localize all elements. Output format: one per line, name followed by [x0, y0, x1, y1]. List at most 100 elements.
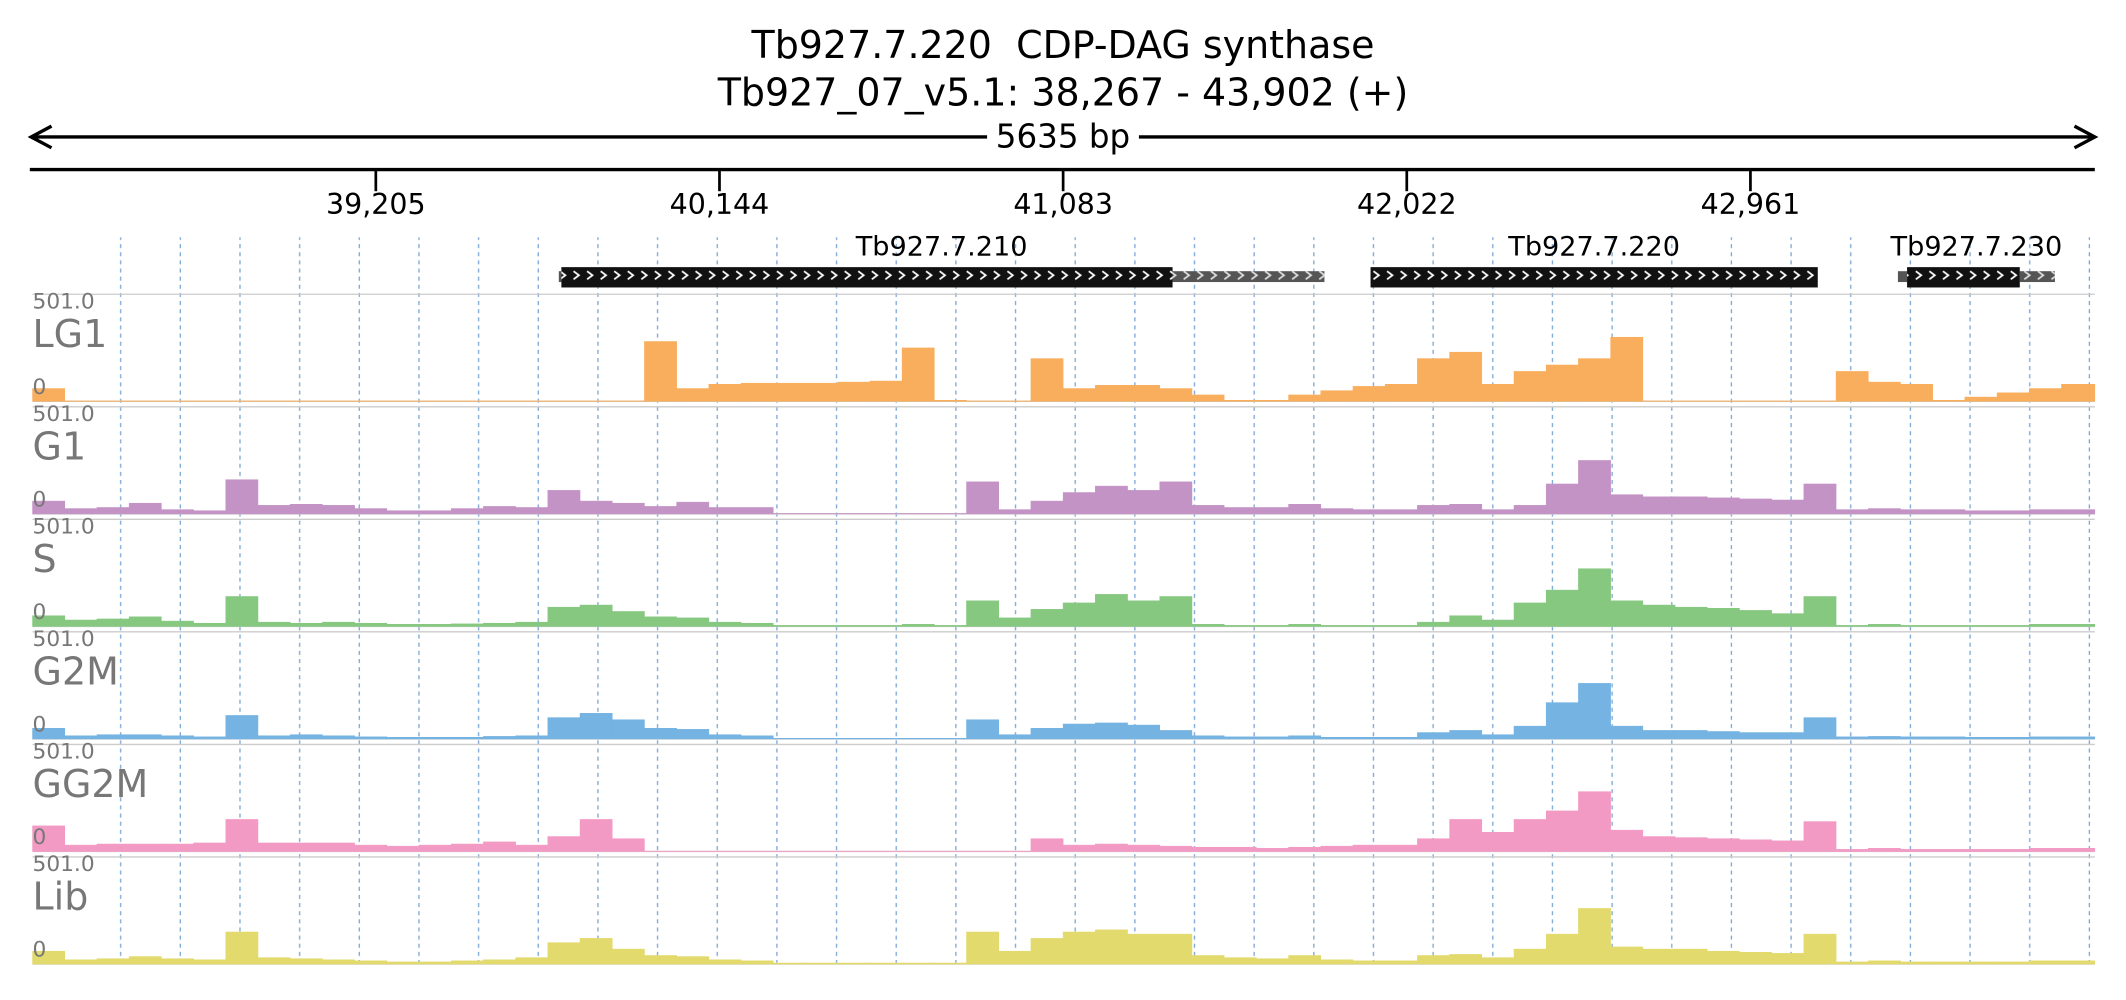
coverage-bar	[1417, 732, 1450, 740]
coverage-bar	[1900, 625, 1933, 627]
coverage-bar	[1996, 625, 2030, 627]
coverage-bar	[1996, 510, 2030, 515]
coverage-bar	[1384, 736, 1418, 740]
coverage-bar	[450, 736, 484, 740]
coverage-bar	[322, 842, 355, 852]
coverage-bar	[1674, 496, 1708, 515]
coverage-bar	[1384, 844, 1418, 852]
coverage-bar	[579, 938, 613, 965]
coverage-bar	[64, 619, 98, 627]
coverage-bar	[2061, 624, 2096, 627]
coverage-bar	[708, 621, 742, 627]
coverage-bar	[450, 843, 484, 852]
coverage-bar	[1417, 505, 1450, 515]
coverage-bar	[1481, 831, 1515, 852]
coverage-bar	[2029, 960, 2062, 965]
coverage-bar	[1739, 952, 1772, 965]
coverage-bar	[96, 734, 130, 740]
coverage-bar	[1256, 848, 1289, 852]
coverage-bar	[901, 738, 935, 740]
coverage-bar	[289, 842, 323, 852]
coverage-bar	[740, 622, 774, 627]
coverage-bar	[611, 948, 645, 965]
coverage-bar	[386, 510, 420, 515]
coverage-bar	[1706, 950, 1740, 965]
coverage-bar	[547, 836, 581, 852]
coverage-bar	[547, 490, 581, 515]
coverage-bar	[64, 735, 98, 740]
gene-utr-chevrons	[2019, 267, 2055, 287]
coverage-bar	[1835, 509, 1869, 515]
coverage-bar	[418, 624, 452, 627]
coverage-bar	[418, 510, 452, 515]
coverage-bar	[1739, 839, 1772, 852]
coverage-bar	[1320, 845, 1354, 852]
coverage-bar	[1932, 736, 1966, 740]
coverage-bar	[1900, 509, 1933, 515]
x-tick-label: 41,083	[1013, 188, 1113, 221]
coverage-bar	[1159, 388, 1193, 402]
coverage-bar	[966, 481, 999, 515]
coverage-bar	[1642, 948, 1676, 965]
track-name: Lib	[33, 874, 89, 918]
coverage-bar	[1932, 400, 1966, 402]
coverage-bar	[1674, 948, 1708, 965]
coverage-bar	[579, 604, 613, 627]
coverage-bar	[1610, 494, 1644, 515]
coverage-bar	[1417, 358, 1450, 402]
x-tick-label: 40,144	[670, 188, 770, 221]
coverage-bar	[2029, 509, 2062, 515]
coverage-bar	[1481, 509, 1515, 515]
coverage-bar	[966, 931, 999, 965]
coverage-bar	[1449, 351, 1483, 402]
coverage-bar	[1771, 499, 1805, 515]
coverage-bar	[1706, 731, 1740, 740]
coverage-bar	[1288, 735, 1322, 740]
coverage-bar	[1288, 624, 1322, 627]
coverage-bar	[1578, 683, 1611, 740]
track-name: G2M	[33, 649, 119, 693]
coverage-bar	[644, 506, 677, 515]
coverage-bar	[322, 735, 355, 740]
coverage-bar	[1835, 371, 1869, 402]
coverage-bar	[96, 958, 130, 965]
coverage-bar	[1062, 844, 1096, 852]
coverage-bar	[1835, 849, 1869, 852]
coverage-bar	[1159, 730, 1193, 740]
coverage-bar	[1352, 960, 1386, 965]
coverage-bar	[1159, 481, 1193, 515]
coverage-bar	[2029, 624, 2062, 627]
coverage-bar	[901, 347, 935, 402]
coverage-bar	[1610, 946, 1644, 965]
coverage-bar	[128, 843, 162, 852]
coverage-bar	[1964, 510, 1998, 515]
coverage-bar	[418, 844, 452, 852]
coverage-bar	[257, 505, 291, 515]
coverage-bar	[1223, 736, 1257, 740]
coverage-bar	[1578, 358, 1611, 402]
coverage-bar	[1095, 485, 1128, 515]
coverage-bar	[1900, 849, 1933, 852]
coverage-bar	[1449, 730, 1483, 740]
coverage-bar	[547, 717, 581, 740]
coverage-bar	[1127, 844, 1161, 852]
coverage-bar	[837, 625, 871, 627]
y-tick-label: 501.0	[33, 627, 95, 652]
coverage-bar	[354, 508, 388, 515]
coverage-bar	[257, 957, 291, 965]
x-tick-label: 39,205	[326, 188, 426, 221]
gene-cds-chevrons	[1907, 267, 2020, 288]
coverage-bar	[515, 735, 549, 740]
coverage-bar	[676, 388, 710, 402]
coverage-bar	[1417, 621, 1450, 627]
coverage-bar	[1191, 394, 1225, 402]
coverage-bar	[225, 596, 259, 627]
coverage-bar	[32, 950, 66, 965]
coverage-bar	[257, 842, 291, 852]
coverage-bar	[1771, 732, 1805, 740]
coverage-bar	[998, 617, 1032, 627]
coverage-bar	[1191, 955, 1225, 965]
coverage-bar	[998, 734, 1032, 740]
coverage-bar	[611, 611, 645, 627]
coverage-bar	[773, 738, 806, 740]
